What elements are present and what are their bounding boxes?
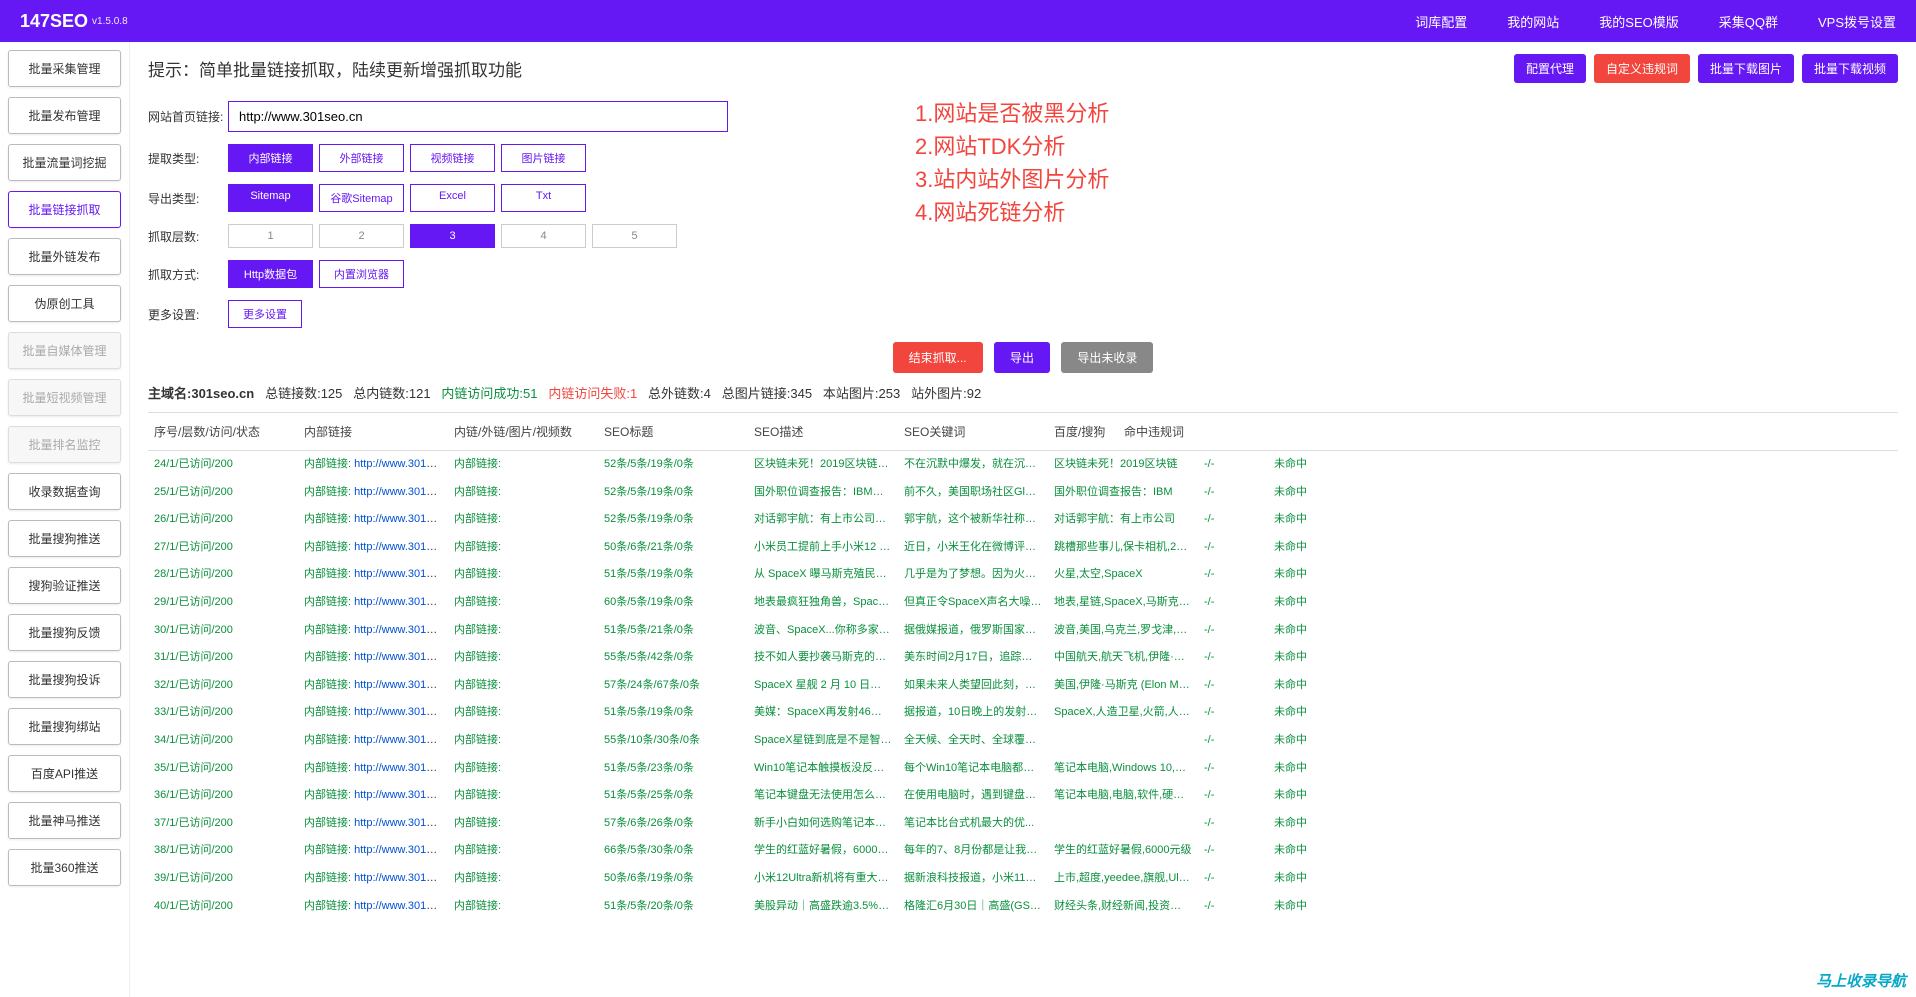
sidebar-item[interactable]: 搜狗验证推送: [8, 567, 121, 604]
depth-label: 抓取层数:: [148, 228, 228, 245]
option[interactable]: Http数据包: [228, 260, 313, 288]
analysis-item: 2.网站TDK分析: [915, 130, 1109, 163]
top-nav: 词库配置 我的网站 我的SEO模版 采集QQ群 VPS拨号设置: [1415, 12, 1896, 31]
sidebar-item[interactable]: 批量链接抓取: [8, 191, 121, 228]
table-row[interactable]: 35/1/已访问/200内部链接: http://www.301seo.cn/内…: [148, 755, 1898, 783]
sidebar-item[interactable]: 批量神马推送: [8, 802, 121, 839]
stop-crawl-button[interactable]: 结束抓取...: [893, 342, 983, 373]
topnav-item[interactable]: 我的网站: [1507, 12, 1559, 31]
option[interactable]: 图片链接: [501, 144, 586, 172]
table-header: 序号/层数/访问/状态内部链接内链/外链/图片/视频数SEO标题SEO描述SEO…: [148, 412, 1898, 451]
option[interactable]: Sitemap: [228, 184, 313, 212]
extract-type-group: 内部链接外部链接视频链接图片链接: [228, 144, 586, 172]
sidebar-item[interactable]: 收录数据查询: [8, 473, 121, 510]
sidebar-item[interactable]: 批量发布管理: [8, 97, 121, 134]
option[interactable]: 内部链接: [228, 144, 313, 172]
table-row[interactable]: 38/1/已访问/200内部链接: http://www.301seo.cn/内…: [148, 837, 1898, 865]
table-row[interactable]: 27/1/已访问/200内部链接: http://www.301seo.cn/内…: [148, 534, 1898, 562]
method-group: Http数据包内置浏览器: [228, 260, 404, 288]
column-header: SEO标题: [598, 423, 748, 440]
table-row[interactable]: 31/1/已访问/200内部链接: http://www.301seo.cn/内…: [148, 644, 1898, 672]
stats-row: 主域名:301seo.cn 总链接数:125 总内链数:121 内链访问成功:5…: [148, 383, 1898, 402]
option[interactable]: 谷歌Sitemap: [319, 184, 404, 212]
sidebar-item[interactable]: 批量外链发布: [8, 238, 121, 275]
table-row[interactable]: 34/1/已访问/200内部链接: http://www.301seo.cn/内…: [148, 727, 1898, 755]
table-row[interactable]: 37/1/已访问/200内部链接: http://www.301seo.cn/内…: [148, 810, 1898, 838]
table-row[interactable]: 30/1/已访问/200内部链接: http://www.301seo.cn/内…: [148, 617, 1898, 645]
column-header: SEO关键词: [898, 423, 1048, 440]
more-settings-button[interactable]: 更多设置: [228, 300, 302, 328]
sidebar-item[interactable]: 批量搜狗投诉: [8, 661, 121, 698]
option[interactable]: Excel: [410, 184, 495, 212]
url-label: 网站首页链接:: [148, 108, 228, 125]
depth-group: 12345: [228, 224, 677, 248]
analysis-item: 3.站内站外图片分析: [915, 163, 1109, 196]
topnav-item[interactable]: 词库配置: [1415, 12, 1467, 31]
sidebar-item[interactable]: 批量流量词挖掘: [8, 144, 121, 181]
option[interactable]: 1: [228, 224, 313, 248]
option[interactable]: Txt: [501, 184, 586, 212]
hint-text: 提示：简单批量链接抓取，陆续更新增强抓取功能: [148, 56, 522, 81]
sidebar-item: 批量短视频管理: [8, 379, 121, 416]
column-header: SEO描述: [748, 423, 898, 440]
sidebar-item[interactable]: 批量搜狗绑站: [8, 708, 121, 745]
table-body: 24/1/已访问/200内部链接: http://www.301seo.cn/内…: [148, 451, 1898, 920]
method-label: 抓取方式:: [148, 266, 228, 283]
app-logo: 147SEO: [20, 11, 88, 32]
sidebar: 批量采集管理批量发布管理批量流量词挖掘批量链接抓取批量外链发布伪原创工具批量自媒…: [0, 42, 130, 997]
extract-type-label: 提取类型:: [148, 150, 228, 167]
topnav-item[interactable]: 我的SEO模版: [1599, 12, 1678, 31]
table-row[interactable]: 40/1/已访问/200内部链接: http://www.301seo.cn/内…: [148, 893, 1898, 921]
more-label: 更多设置:: [148, 306, 228, 323]
sidebar-item: 批量自媒体管理: [8, 332, 121, 369]
column-header: 内部链接: [298, 423, 448, 440]
sidebar-item: 批量排名监控: [8, 426, 121, 463]
top-bar: 147SEO v1.5.0.8 词库配置 我的网站 我的SEO模版 采集QQ群 VPS拨…: [0, 0, 1916, 42]
export-type-group: Sitemap谷歌SitemapExcelTxt: [228, 184, 586, 212]
export-button[interactable]: 导出: [994, 342, 1050, 373]
table-row[interactable]: 25/1/已访问/200内部链接: http://www.301seo.cn/内…: [148, 479, 1898, 507]
config-proxy-button[interactable]: 配置代理: [1514, 54, 1586, 83]
option[interactable]: 视频链接: [410, 144, 495, 172]
export-unindexed-button[interactable]: 导出未收录: [1061, 342, 1153, 373]
option[interactable]: 5: [592, 224, 677, 248]
table-row[interactable]: 39/1/已访问/200内部链接: http://www.301seo.cn/内…: [148, 865, 1898, 893]
table-row[interactable]: 33/1/已访问/200内部链接: http://www.301seo.cn/内…: [148, 699, 1898, 727]
sidebar-item[interactable]: 批量采集管理: [8, 50, 121, 87]
sidebar-item[interactable]: 批量搜狗推送: [8, 520, 121, 557]
sidebar-item[interactable]: 伪原创工具: [8, 285, 121, 322]
analysis-item: 1.网站是否被黑分析: [915, 97, 1109, 130]
download-videos-button[interactable]: 批量下载视频: [1802, 54, 1898, 83]
main-panel: 提示：简单批量链接抓取，陆续更新增强抓取功能 配置代理 自定义违规词 批量下载图…: [130, 42, 1916, 997]
table-row[interactable]: 32/1/已访问/200内部链接: http://www.301seo.cn/内…: [148, 672, 1898, 700]
column-header: 内链/外链/图片/视频数: [448, 423, 598, 440]
table-row[interactable]: 24/1/已访问/200内部链接: http://www.301seo.cn/内…: [148, 451, 1898, 479]
sidebar-item[interactable]: 批量搜狗反馈: [8, 614, 121, 651]
table-row[interactable]: 28/1/已访问/200内部链接: http://www.301seo.cn/内…: [148, 561, 1898, 589]
sidebar-item[interactable]: 百度API推送: [8, 755, 121, 792]
watermark: 马上收录导航: [1816, 970, 1906, 991]
analysis-item: 4.网站死链分析: [915, 196, 1109, 229]
topnav-item[interactable]: 采集QQ群: [1719, 12, 1778, 31]
option[interactable]: 3: [410, 224, 495, 248]
analysis-list: 1.网站是否被黑分析2.网站TDK分析3.站内站外图片分析4.网站死链分析: [915, 97, 1109, 229]
custom-illegal-button[interactable]: 自定义违规词: [1594, 54, 1690, 83]
table-row[interactable]: 26/1/已访问/200内部链接: http://www.301seo.cn/内…: [148, 506, 1898, 534]
export-type-label: 导出类型:: [148, 190, 228, 207]
app-version: v1.5.0.8: [92, 16, 128, 27]
sidebar-item[interactable]: 批量360推送: [8, 849, 121, 886]
column-header: 命中违规词: [1118, 423, 1218, 440]
table-row[interactable]: 29/1/已访问/200内部链接: http://www.301seo.cn/内…: [148, 589, 1898, 617]
option[interactable]: 内置浏览器: [319, 260, 404, 288]
option[interactable]: 4: [501, 224, 586, 248]
option[interactable]: 外部链接: [319, 144, 404, 172]
table-row[interactable]: 36/1/已访问/200内部链接: http://www.301seo.cn/内…: [148, 782, 1898, 810]
topnav-item[interactable]: VPS拨号设置: [1818, 12, 1896, 31]
column-header: 序号/层数/访问/状态: [148, 423, 298, 440]
url-input[interactable]: [228, 101, 728, 132]
download-images-button[interactable]: 批量下载图片: [1698, 54, 1794, 83]
column-header: 百度/搜狗: [1048, 423, 1118, 440]
option[interactable]: 2: [319, 224, 404, 248]
